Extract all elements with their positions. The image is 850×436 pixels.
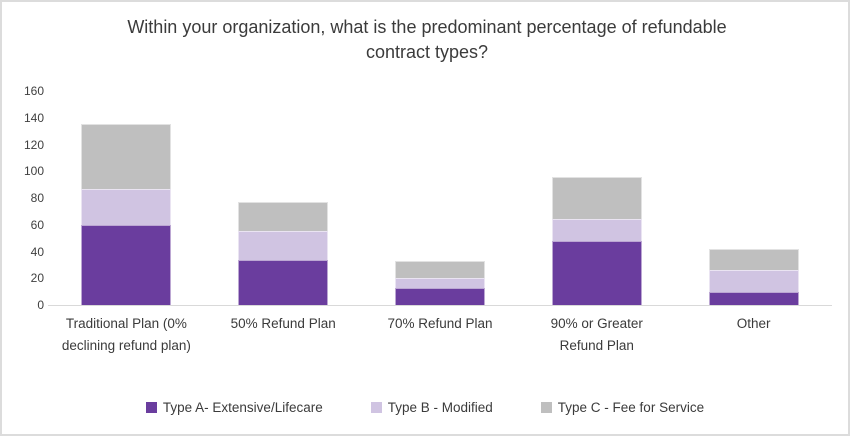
y-tick-label: 160 xyxy=(23,84,44,98)
bar-segment xyxy=(81,124,172,189)
bar-segment xyxy=(551,219,642,241)
bar-segment xyxy=(708,248,799,271)
y-tick-label: 80 xyxy=(30,191,44,205)
bar-3 xyxy=(395,260,485,305)
bar-2 xyxy=(238,202,329,305)
bar-segment xyxy=(238,202,329,232)
legend-item: Type C - Fee for Service xyxy=(540,400,705,415)
category-label: 90% or Greater Refund Plan xyxy=(550,316,643,353)
legend-swatch xyxy=(145,402,157,413)
y-tick-label: 140 xyxy=(23,110,44,125)
y-tick-label: 60 xyxy=(30,217,44,232)
bar-segment xyxy=(708,270,799,292)
bar-segment xyxy=(551,240,642,305)
legend: Type A- Extensive/Lifecare Type B - Modif… xyxy=(2,400,848,415)
legend-label: Type B - Modified xyxy=(387,400,493,415)
y-tick-label: 20 xyxy=(30,271,44,286)
y-tick-label: 0 xyxy=(37,298,44,312)
bar-segment xyxy=(395,287,485,305)
bar-segment xyxy=(395,278,485,288)
y-tick-label: 40 xyxy=(30,244,44,259)
x-axis-line xyxy=(48,305,832,306)
bar-segment xyxy=(238,259,329,305)
legend-swatch xyxy=(370,402,382,413)
bar-segment xyxy=(238,231,329,260)
legend-item: Type B - Modified xyxy=(370,400,493,415)
legend-label: Type C - Fee for Service xyxy=(557,400,705,415)
y-tick-label: 120 xyxy=(23,137,44,152)
category-label: 70% Refund Plan xyxy=(387,316,493,331)
bar-segment xyxy=(395,260,485,279)
bar-segment xyxy=(551,176,642,220)
legend-item: Type A- Extensive/Lifecare xyxy=(145,400,323,415)
chart-title: Within your organization, what is the pr… xyxy=(127,17,727,62)
bar-1 xyxy=(81,124,172,305)
bar-segment xyxy=(708,291,799,305)
legend-swatch xyxy=(540,402,552,413)
category-label: 50% Refund Plan xyxy=(230,316,336,331)
bar-5 xyxy=(708,248,799,305)
y-tick-label: 100 xyxy=(23,164,44,179)
bar-segment xyxy=(81,224,172,305)
category-label: Other xyxy=(736,316,771,331)
category-label: Traditional Plan (0% declining refund pl… xyxy=(61,316,191,353)
legend-label: Type A- Extensive/Lifecare xyxy=(162,400,323,415)
bar-segment xyxy=(81,188,172,225)
bar-4 xyxy=(551,176,642,305)
